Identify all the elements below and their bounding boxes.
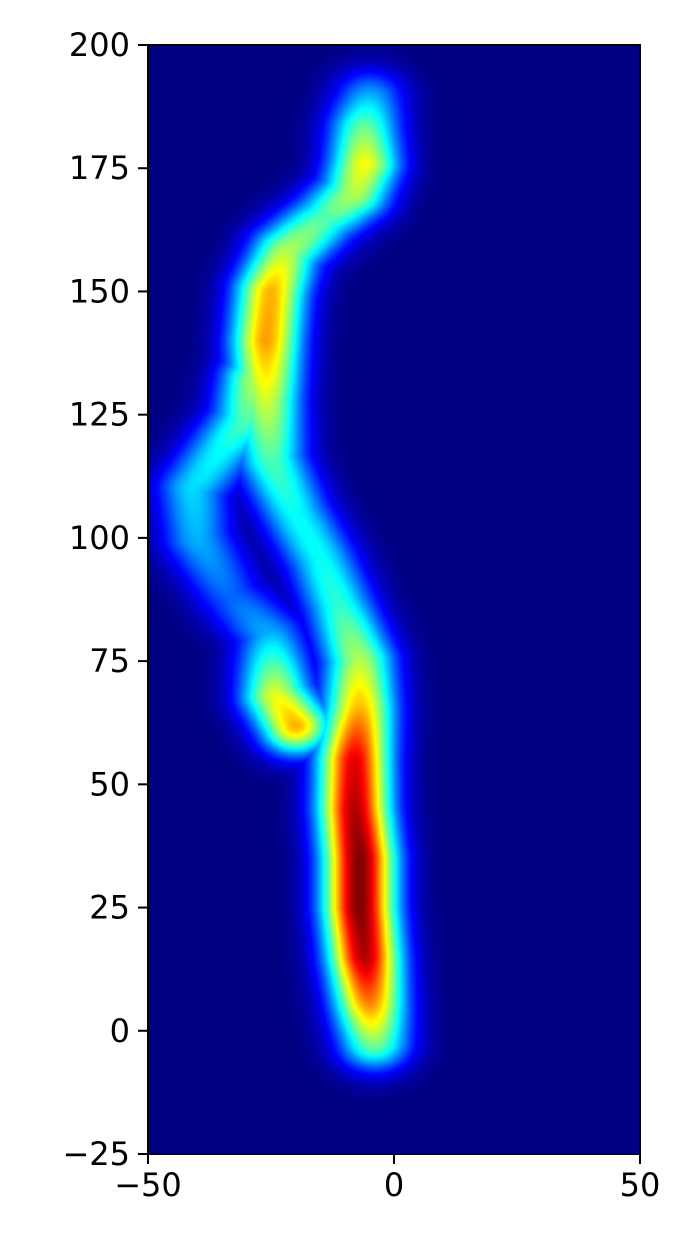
- y-tick-label: 75: [89, 642, 130, 680]
- y-tick-label: 125: [69, 396, 130, 434]
- y-tick-label: 25: [89, 889, 130, 927]
- x-tick-label: −50: [114, 1166, 182, 1204]
- y-tick-label: 150: [69, 272, 130, 310]
- y-tick-label: 0: [110, 1012, 130, 1050]
- x-tick-label: 0: [384, 1166, 404, 1204]
- y-tick-label: 50: [89, 765, 130, 803]
- plot-area: [148, 45, 640, 1154]
- y-tick-label: 175: [69, 149, 130, 187]
- axes: −50 0 50 −25 0 25 50 75 100 125 150 175 200: [62, 26, 660, 1204]
- y-tick-label: −25: [62, 1135, 130, 1173]
- heatmap-density-image: [148, 45, 640, 1154]
- x-tick-label: 50: [620, 1166, 661, 1204]
- y-tick-label: 200: [69, 26, 130, 64]
- y-tick-label: 100: [69, 519, 130, 557]
